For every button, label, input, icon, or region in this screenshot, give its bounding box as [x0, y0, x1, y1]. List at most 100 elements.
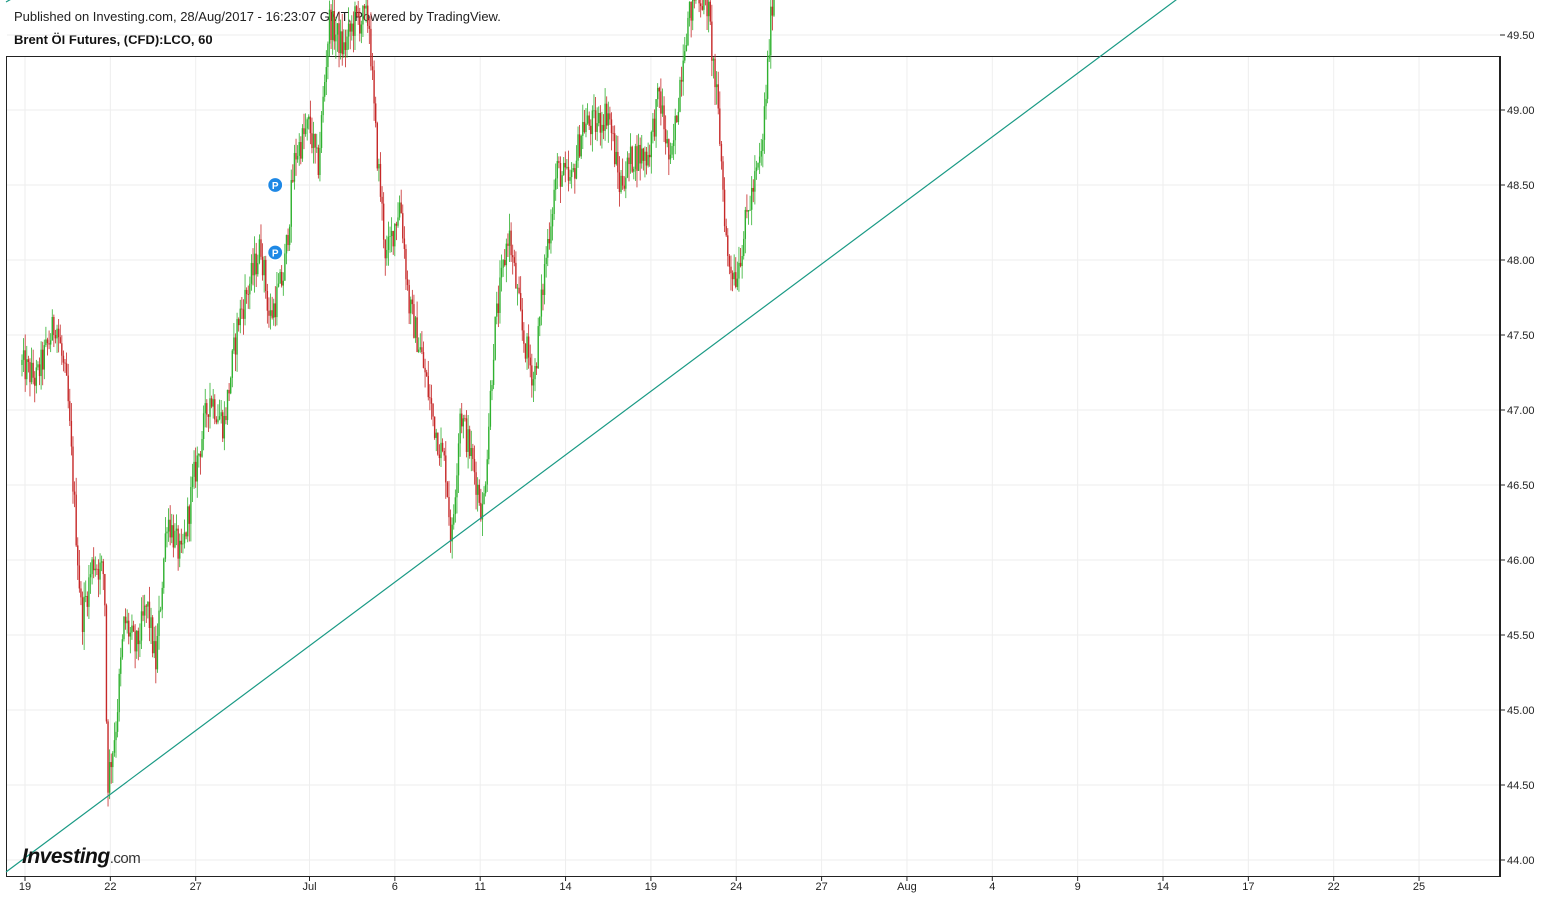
candle-body	[693, 0, 696, 1]
candle-body	[425, 372, 428, 377]
candle-body	[561, 175, 563, 187]
candle-body	[46, 339, 49, 344]
candle-body	[754, 171, 756, 192]
x-tick-label: 27	[190, 881, 202, 893]
candle-body	[207, 414, 210, 417]
candle-body	[418, 349, 420, 352]
p-marker-label: P	[272, 249, 279, 260]
candle-body	[308, 116, 310, 120]
candle-body	[540, 289, 543, 317]
x-tick-label: 11	[474, 881, 485, 893]
x-tick-label: 22	[1328, 881, 1340, 893]
candle-body	[639, 144, 641, 164]
candle-body	[701, 6, 703, 10]
candle-body	[516, 287, 519, 289]
candle-body	[462, 418, 465, 427]
candle-body	[414, 317, 417, 338]
candle-body	[35, 367, 38, 386]
candle-body	[202, 413, 205, 439]
y-tick-label: 48.50	[1507, 180, 1535, 192]
candle-body	[230, 377, 232, 394]
candle-body	[312, 133, 315, 149]
candle-body	[174, 530, 176, 548]
candle-body	[394, 223, 396, 247]
candle-body	[416, 317, 418, 352]
p-marker	[267, 244, 284, 261]
candle-body	[489, 390, 492, 427]
candle-body	[265, 259, 267, 292]
candle-body	[642, 148, 645, 161]
candle-body	[408, 285, 410, 314]
candle-body	[432, 403, 434, 417]
candle-body	[472, 448, 474, 459]
candle-body	[390, 230, 393, 237]
candle-body	[720, 143, 723, 162]
candle-body	[129, 632, 132, 637]
candle-body	[464, 418, 466, 420]
candle-body	[736, 278, 739, 287]
candle-body	[451, 524, 453, 542]
candle-body	[42, 349, 44, 370]
candle-body	[572, 168, 574, 171]
candle-body	[548, 238, 551, 244]
candle-body	[325, 67, 328, 83]
candle-body	[765, 98, 767, 107]
candle-body	[403, 238, 406, 249]
candle-body	[72, 446, 74, 492]
candle-body	[279, 271, 281, 284]
candle-body	[217, 419, 219, 423]
candle-body	[688, 1, 691, 18]
candle-body	[446, 482, 449, 498]
candle-body	[139, 640, 141, 645]
candle-body	[629, 146, 632, 165]
y-tick-label: 49.00	[1507, 105, 1535, 117]
candle-body	[467, 429, 469, 452]
candle-body	[239, 308, 241, 326]
candle-body	[553, 189, 555, 215]
candle-body	[728, 256, 731, 267]
candle-body	[443, 450, 445, 456]
candle-body	[760, 150, 762, 157]
candle-body	[153, 641, 155, 654]
candle-body	[465, 418, 468, 452]
candle-body	[156, 635, 159, 670]
candle-body	[682, 60, 684, 82]
candle-body	[486, 459, 488, 485]
candle-body	[457, 443, 460, 476]
candle-body	[739, 262, 742, 267]
candle-body	[566, 166, 568, 168]
candle-body	[398, 202, 401, 218]
candle-body	[99, 562, 101, 580]
candle-body	[749, 209, 751, 211]
candle-body	[309, 116, 312, 134]
candle-body	[296, 155, 299, 160]
candle-body	[77, 545, 79, 566]
candle-body	[583, 121, 586, 133]
candle-body	[250, 262, 253, 284]
candle-body	[204, 403, 206, 414]
candle-body	[747, 210, 750, 212]
candle-body	[567, 166, 570, 181]
y-tick-label: 45.00	[1507, 705, 1535, 717]
candle-body	[201, 438, 203, 457]
candle-body	[666, 139, 668, 144]
x-tick-label: 19	[645, 881, 657, 893]
candle-body	[34, 377, 36, 386]
candle-body	[100, 561, 103, 563]
candle-body	[97, 569, 100, 580]
candle-body	[389, 236, 391, 237]
candle-body	[137, 630, 140, 645]
candle-body	[48, 343, 50, 345]
candle-body	[199, 453, 202, 457]
candle-body	[314, 133, 316, 148]
candle-body	[368, 25, 371, 29]
candle-body	[478, 484, 480, 503]
candle-body	[617, 151, 619, 173]
candle-body	[496, 303, 498, 317]
candle-body	[521, 309, 523, 331]
candle-body	[360, 24, 363, 34]
candle-body	[351, 23, 353, 32]
candle-body	[151, 617, 154, 654]
candle-body	[143, 605, 146, 616]
